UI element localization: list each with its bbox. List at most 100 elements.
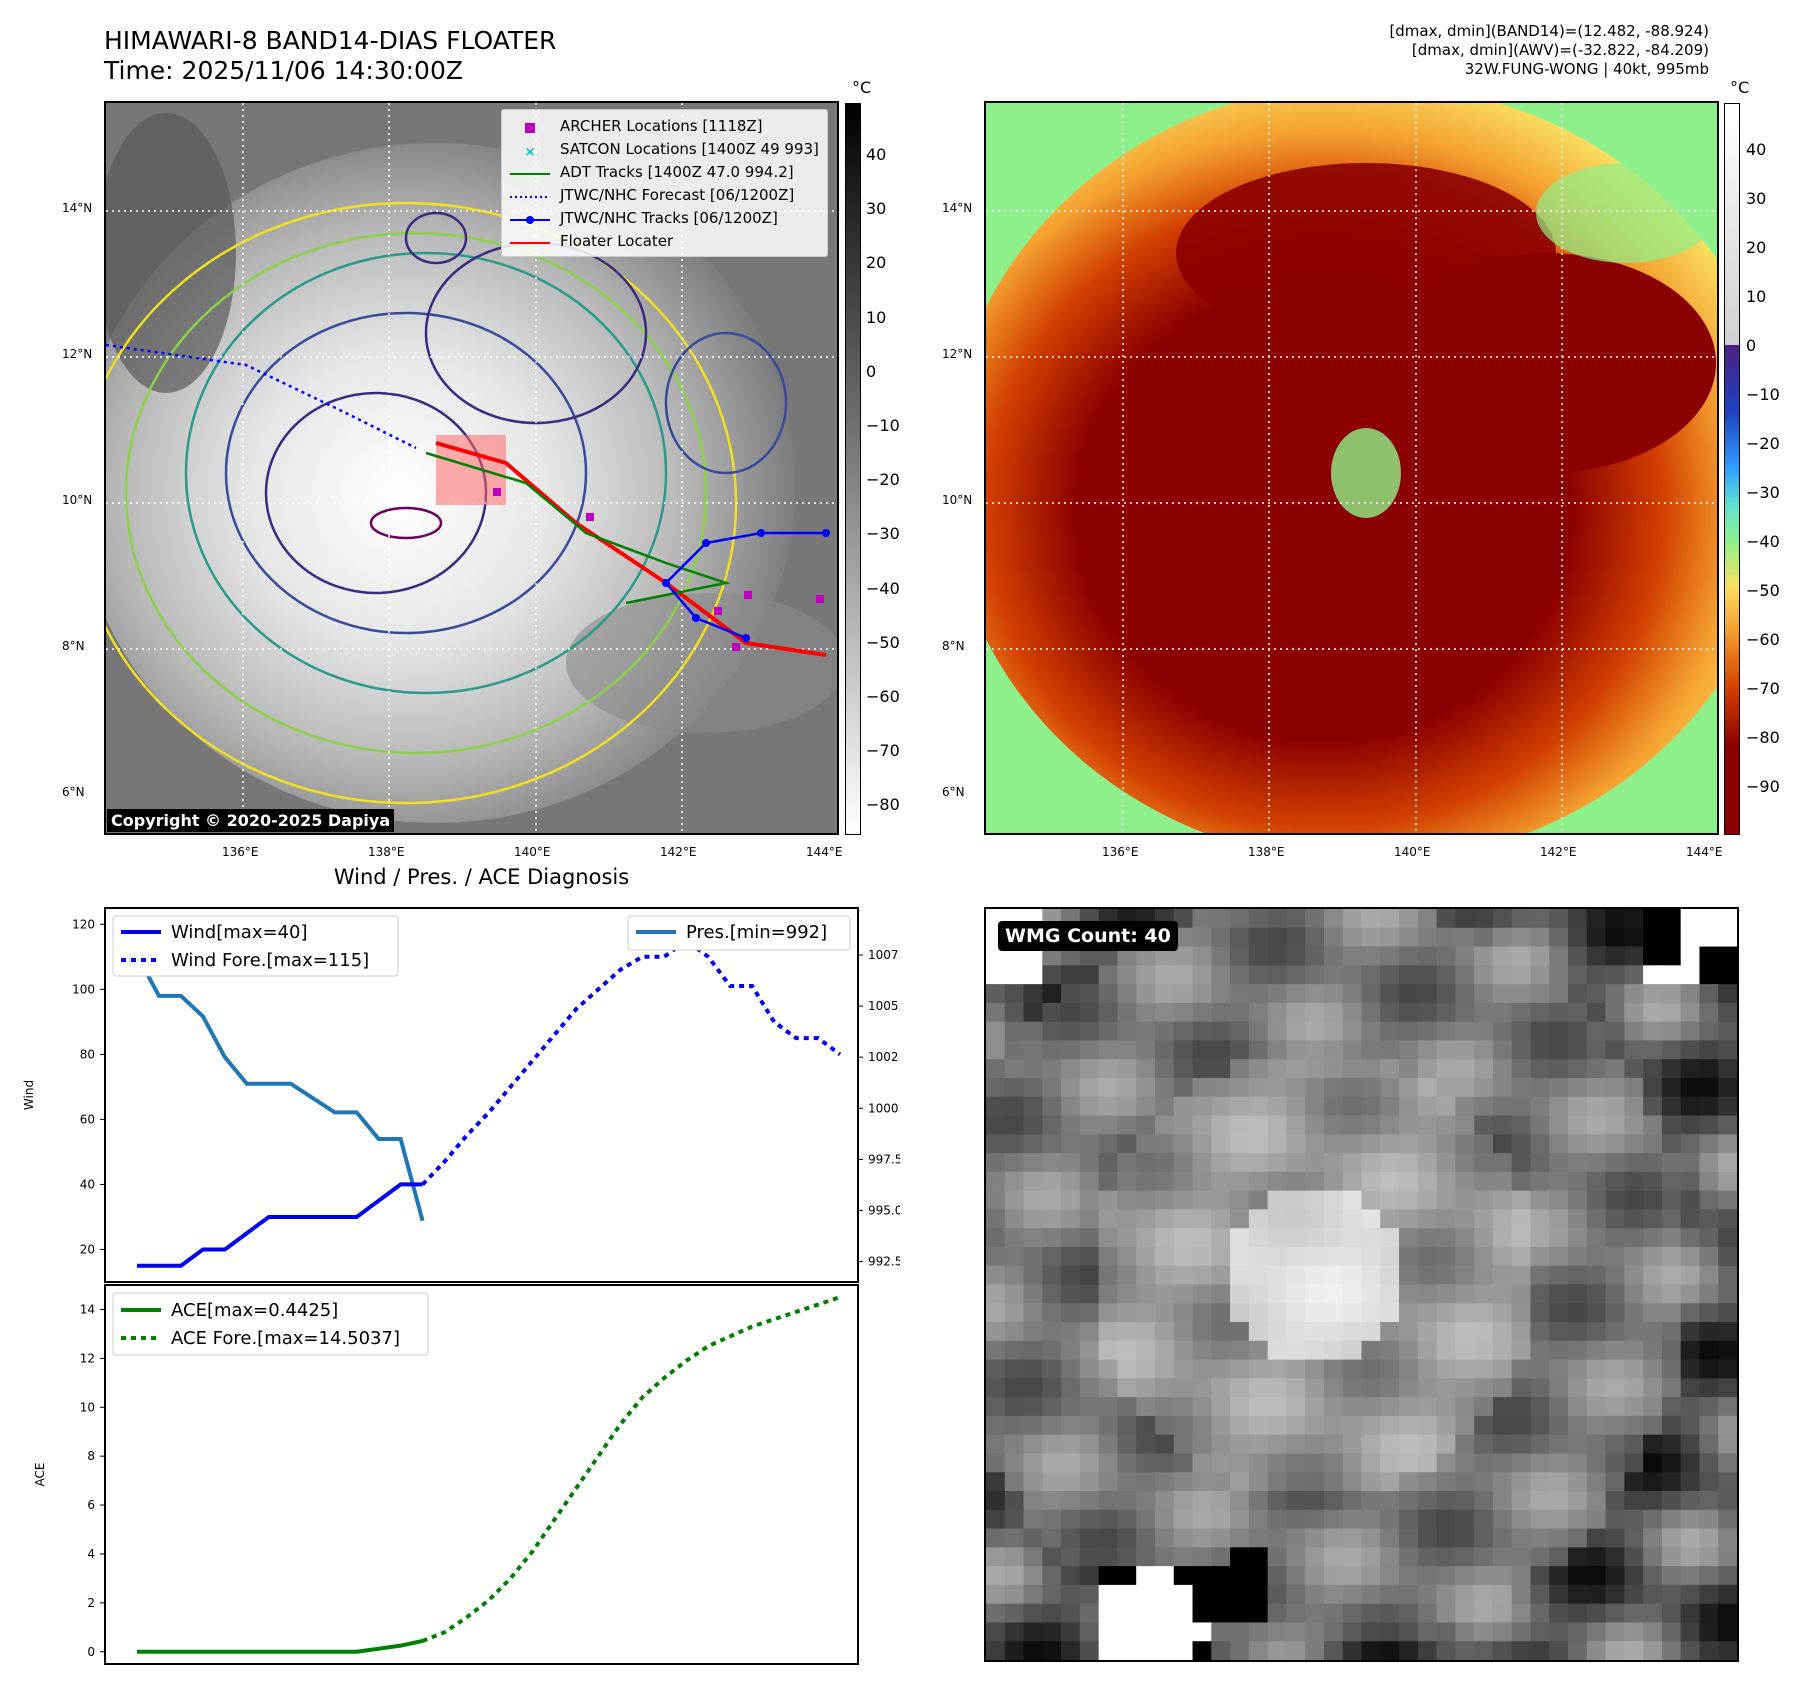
storm-info: [dmax, dmin](BAND14)=(12.482, -88.924) [… xyxy=(1389,22,1709,79)
ace-series xyxy=(137,1638,424,1654)
info-line-3: 32W.FUNG-WONG | 40kt, 995mb xyxy=(1464,60,1709,78)
colorbar-tick-label: 20 xyxy=(1746,238,1767,257)
wmg-count-badge: WMG Count: 40 xyxy=(998,921,1178,951)
colorbar-tick-label: −10 xyxy=(1746,385,1780,404)
colorbar-tick-label: −20 xyxy=(1746,434,1780,453)
pressure-tick-label: 1007.5 xyxy=(868,948,900,962)
wind-forecast-series xyxy=(421,938,842,1186)
colorbar-tick-label: −40 xyxy=(866,578,900,598)
lon-label: 144°E xyxy=(806,845,843,859)
colorbar-tick-label: −40 xyxy=(1746,532,1780,551)
colorbar-tick-label: 30 xyxy=(866,199,887,219)
lon-label: 138°E xyxy=(1248,845,1285,859)
ace-forecast-legend-label: ACE Fore.[max=14.5037] xyxy=(171,1328,400,1349)
wind-forecast-legend-label: Wind Fore.[max=115] xyxy=(171,950,369,971)
wind-tick-label: 100 xyxy=(72,982,95,996)
lon-label: 136°E xyxy=(1102,845,1139,859)
pressure-tick-label: 1000.0 xyxy=(868,1101,900,1115)
pressure-tick-label: 995.0 xyxy=(868,1203,900,1217)
pressure-legend-label: Pres.[min=992] xyxy=(686,922,827,943)
pressure-tick-label: 997.5 xyxy=(868,1152,900,1166)
colorbar-left-unit: °C xyxy=(852,78,872,97)
ace-tick-label: 8 xyxy=(87,1449,95,1463)
wind-axis-label: Wind xyxy=(22,1080,36,1110)
colorbar-tick-label: −50 xyxy=(866,632,900,652)
colorbar-right-unit: °C xyxy=(1730,78,1750,97)
colorbar-tick-label: −30 xyxy=(1746,483,1780,502)
colorbar-awv xyxy=(1724,103,1740,835)
info-line-1: [dmax, dmin](BAND14)=(12.482, -88.924) xyxy=(1389,22,1709,40)
colorbar-tick-label: −50 xyxy=(1746,581,1780,600)
colorbar-tick-label: −80 xyxy=(866,795,900,815)
legend-floater: Floater Locater xyxy=(510,231,674,250)
diagnosis-title: Wind / Pres. / ACE Diagnosis xyxy=(333,865,630,889)
ace-legend-label: ACE[max=0.4425] xyxy=(171,1300,338,1321)
ace-tick-label: 2 xyxy=(87,1596,95,1610)
colorbar-tick-label: 40 xyxy=(866,145,887,164)
lon-label: 140°E xyxy=(1394,845,1431,859)
lon-label: 140°E xyxy=(514,845,551,859)
lat-label: 6°N xyxy=(62,785,85,799)
lon-label: 138°E xyxy=(368,845,405,859)
wind-tick-label: 40 xyxy=(80,1177,95,1191)
wind-legend-label: Wind[max=40] xyxy=(171,922,308,943)
legend-satcon: × SATCON Locations [1400Z 49 993] xyxy=(524,139,819,160)
lat-label: 10°N xyxy=(942,493,973,507)
wind-pressure-chart: 20 40 60 80 100 120 992.5 995.0 997.5 1000.0 1002.… xyxy=(22,907,900,1283)
colorbar-tick-label: −10 xyxy=(866,416,900,435)
pressure-tick-label: 1005.0 xyxy=(868,999,900,1013)
ace-forecast-series xyxy=(421,1295,841,1643)
lat-label: 6°N xyxy=(942,785,965,799)
colorbar-right-ticks: 40 30 20 10 0 −10 −20 −30 −40 −50 −60 −70 −80 −90 xyxy=(1746,140,1786,796)
colorbar-tick-label: −60 xyxy=(1746,630,1780,649)
wind-legend: Wind[max=40] Wind Fore.[max=115] xyxy=(112,915,399,977)
awv-map-image xyxy=(986,103,1717,833)
lat-label: 10°N xyxy=(62,493,93,507)
colorbar-gray xyxy=(845,103,861,835)
ace-tick-label: 12 xyxy=(80,1351,95,1365)
plot-frame xyxy=(104,1284,859,1665)
lat-label: 8°N xyxy=(942,639,965,653)
legend-jtwc-tracks: JTWC/NHC Tracks [06/1200Z] xyxy=(510,206,819,229)
colorbar-left-ticks: 40 30 20 10 0 −10 −20 −30 −40 −50 −60 −70 −80 xyxy=(866,145,906,815)
legend-archer: ARCHER Locations [1118Z] xyxy=(510,114,819,137)
lon-label: 136°E xyxy=(222,845,259,859)
ace-tick-label: 0 xyxy=(87,1645,95,1659)
lat-label: 12°N xyxy=(942,347,973,361)
lon-label: 142°E xyxy=(660,845,697,859)
copyright-label: Copyright © 2020-2025 Dapiya xyxy=(107,809,395,832)
ace-tick-label: 6 xyxy=(87,1498,95,1512)
colorbar-tick-label: −70 xyxy=(1746,679,1780,698)
colorbar-tick-label: −20 xyxy=(866,470,900,490)
colorbar-tick-label: −70 xyxy=(866,741,900,761)
lat-label: 14°N xyxy=(62,201,93,215)
lon-label: 142°E xyxy=(1540,845,1577,859)
wind-tick-label: 120 xyxy=(72,917,95,931)
colorbar-tick-label: −80 xyxy=(1746,728,1780,747)
pressure-legend: Pres.[min=992] xyxy=(627,915,851,951)
title-line-1: HIMAWARI-8 BAND14-DIAS FLOATER xyxy=(104,26,557,55)
colorbar-tick-label: 10 xyxy=(1746,287,1767,306)
colorbar-tick-label: 20 xyxy=(866,253,887,273)
wmg-pixels xyxy=(986,909,1737,1660)
plot-frame xyxy=(104,907,859,1283)
info-line-2: [dmax, dmin](AWV)=(-32.822, -84.209) xyxy=(1411,41,1709,59)
colorbar-tick-label: 10 xyxy=(866,307,887,327)
figure-title: HIMAWARI-8 BAND14-DIAS FLOATER Time: 202… xyxy=(104,26,556,86)
ace-legend: ACE[max=0.4425] ACE Fore.[max=14.5037] xyxy=(112,1292,429,1356)
pressure-series xyxy=(135,954,425,1222)
wind-tick-label: 80 xyxy=(80,1047,95,1061)
ace-tick-label: 14 xyxy=(80,1302,95,1316)
colorbar-tick-label: −30 xyxy=(866,524,900,544)
pressure-tick-label: 1002.5 xyxy=(868,1050,900,1064)
ace-tick-label: 4 xyxy=(87,1547,95,1561)
wind-series xyxy=(137,1182,423,1268)
wmg-panel: WMG Count: 40 xyxy=(984,907,1739,1662)
title-line-2: Time: 2025/11/06 14:30:00Z xyxy=(104,56,463,85)
wind-tick-label: 20 xyxy=(80,1242,95,1256)
map-legend: ARCHER Locations [1118Z] × SATCON Locati… xyxy=(501,109,828,257)
legend-jtwc-forecast: JTWC/NHC Forecast [06/1200Z] xyxy=(510,185,795,204)
lat-label: 8°N xyxy=(62,639,85,653)
colorbar-tick-label: 0 xyxy=(1746,336,1757,355)
wmg-image xyxy=(986,909,1737,1660)
